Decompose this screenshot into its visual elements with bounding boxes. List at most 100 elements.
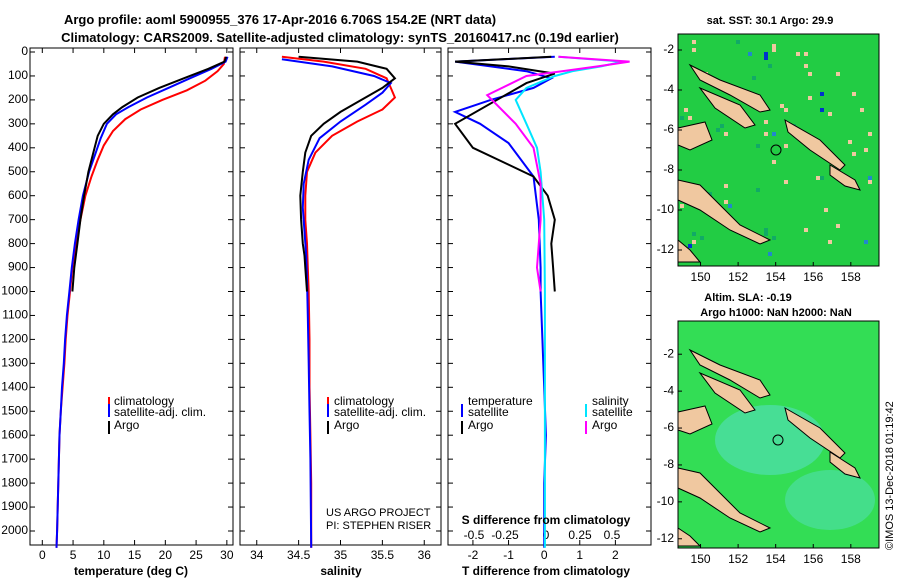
x-tick-label: 35.5 [371, 548, 395, 562]
lon-tick-label: 154 [766, 552, 786, 566]
sst-pixel [728, 204, 732, 208]
sst-pixel [692, 48, 696, 52]
sst-pixel [720, 124, 724, 128]
lon-tick-label: 158 [841, 270, 861, 284]
sst-pixel [756, 188, 760, 192]
salinity-depth-ticks [240, 51, 441, 532]
sst-pixel [868, 180, 872, 184]
t-difference-xlabel: T difference from climatology [462, 564, 630, 578]
sst-pixel [828, 240, 832, 244]
sst-pixel [736, 40, 740, 44]
x-tick-label: 34.5 [287, 548, 311, 562]
sst-pixel [764, 52, 768, 56]
sst-pixel [804, 64, 808, 68]
lon-tick-label: 152 [728, 270, 748, 284]
credit-line1: US ARGO PROJECT [326, 507, 431, 519]
y-tick-label: 0 [21, 44, 28, 58]
lat-tick-label: -12 [657, 242, 675, 256]
sst-pixel [836, 224, 840, 228]
sst-map-cloud-pixels [680, 40, 872, 256]
sst-pixel [852, 152, 856, 156]
sst-pixel [756, 144, 760, 148]
temperature-legend: climatology satellite-adj. clim. Argo [108, 394, 206, 434]
lat-tick-label: -6 [663, 122, 674, 136]
sst-pixel [784, 144, 788, 148]
y-tick-label: 1600 [1, 427, 28, 441]
sla-map-title: Altim. SLA: -0.19 [704, 292, 791, 304]
lat-tick-label: -2 [663, 42, 674, 56]
sst-pixel [772, 132, 776, 136]
sst-pixel [764, 120, 768, 124]
sla-map-lat-ticks: -2 -4 -6 -8 -10 -12 [657, 346, 682, 545]
lat-tick-label: -4 [663, 82, 674, 96]
series-line-argo [298, 55, 397, 292]
x-tick-label: 15 [128, 548, 142, 562]
sst-pixel [688, 244, 692, 248]
s-tick-label: -0.5 [464, 528, 485, 542]
lon-tick-label: 150 [691, 552, 711, 566]
lat-tick-label: -2 [663, 346, 674, 360]
salinity-legend: climatology satellite-adj. clim. Argo [327, 394, 426, 434]
lat-tick-label: -6 [663, 420, 674, 434]
legend-t-argo-label: Argo [468, 418, 494, 432]
sst-map-title: sat. SST: 30.1 Argo: 29.9 [707, 15, 834, 27]
sst-pixel [772, 236, 776, 240]
sst-pixel [688, 116, 692, 120]
sst-pixel [772, 160, 776, 164]
y-tick-label: 500 [8, 164, 28, 178]
y-tick-label: 300 [8, 116, 28, 130]
x-tick-label: 30 [220, 548, 234, 562]
lon-tick-label: 154 [766, 270, 786, 284]
legend-argo-label: Argo [114, 418, 140, 432]
legend-climatology-label: climatology [334, 394, 394, 408]
sst-map-field [677, 33, 880, 267]
y-tick-label: 1300 [1, 356, 28, 370]
sst-map: sat. SST: 30.1 Argo: 29.9 -2 -4 -6 -8 -10 -12… [657, 15, 880, 284]
sst-pixel [772, 48, 776, 52]
x-tick-label: 20 [159, 548, 173, 562]
legend-salinity-title: salinity [592, 394, 629, 408]
x-tick-label: -2 [468, 548, 479, 562]
x-tick-label: 34 [250, 548, 264, 562]
salinity-series [281, 55, 397, 548]
sst-pixel [868, 176, 872, 180]
lon-tick-label: 150 [691, 270, 711, 284]
y-tick-label: 100 [8, 68, 28, 82]
temperature-axis-ticks: 0 5 10 15 20 25 30 [39, 48, 234, 562]
sst-pixel [768, 252, 772, 256]
lon-tick-label: 152 [728, 552, 748, 566]
sla-map-subtitle: Argo h1000: NaN h2000: NaN [700, 307, 852, 319]
y-tick-label: 1400 [1, 379, 28, 393]
y-tick-label: 200 [8, 92, 28, 106]
sst-pixel [680, 116, 684, 120]
sst-pixel [752, 76, 756, 80]
sst-pixel [764, 232, 768, 236]
sst-pixel [780, 104, 784, 108]
series-line-salinity-argo [485, 55, 630, 292]
y-tick-label: 600 [8, 188, 28, 202]
y-tick-label: 2000 [1, 523, 28, 537]
y-tick-label: 800 [8, 236, 28, 250]
argo-position-marker [770, 144, 782, 156]
s-difference-axis-ticks: -0.5 -0.25 0 0.25 0.5 [464, 528, 621, 542]
legend-satellite-label: satellite-adj. clim. [334, 405, 426, 419]
sst-map-lon-ticks: 150 152 154 156 158 [691, 262, 861, 284]
s-tick-label: 0.5 [604, 528, 621, 542]
sla-map-land [677, 348, 861, 547]
y-tick-label: 1500 [1, 403, 28, 417]
series-line-satellite-adj-clim- [55, 56, 229, 548]
sst-pixel [684, 108, 688, 112]
series-line-argo [71, 56, 228, 292]
difference-depth-ticks [448, 51, 651, 532]
x-tick-label: 10 [97, 548, 111, 562]
sst-pixel [852, 92, 856, 96]
lat-tick-label: -8 [663, 162, 674, 176]
sst-pixel [796, 52, 800, 56]
x-tick-label: 1 [576, 548, 583, 562]
legend-temperature-title: temperature [468, 394, 533, 408]
legend-climatology-label: climatology [114, 394, 174, 408]
x-tick-label: 36 [418, 548, 432, 562]
salinity-xlabel: salinity [320, 564, 362, 578]
sst-pixel [808, 96, 812, 100]
